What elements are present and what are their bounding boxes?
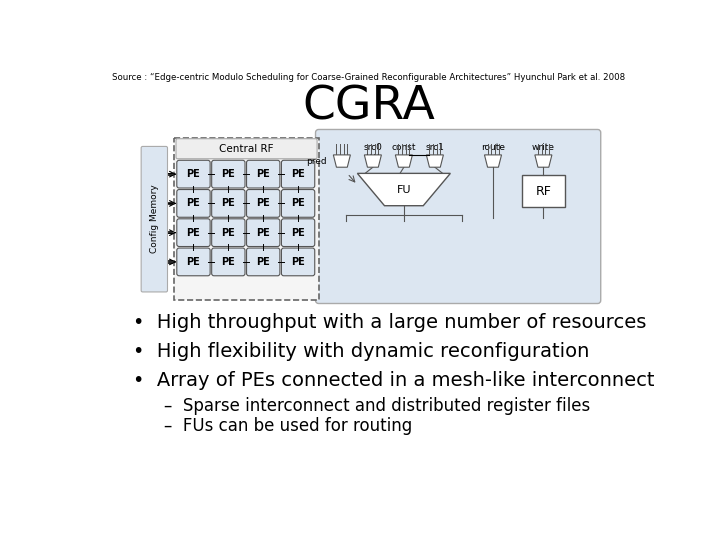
Text: RF: RF — [536, 185, 552, 198]
Text: PE: PE — [222, 198, 235, 208]
Text: FU: FU — [397, 185, 411, 194]
FancyBboxPatch shape — [174, 138, 320, 300]
Text: pred: pred — [306, 157, 326, 166]
Text: PE: PE — [222, 228, 235, 238]
Polygon shape — [357, 173, 451, 206]
FancyBboxPatch shape — [315, 130, 600, 303]
FancyBboxPatch shape — [246, 190, 280, 217]
Text: PE: PE — [186, 257, 200, 267]
FancyBboxPatch shape — [212, 190, 245, 217]
Text: Central RF: Central RF — [220, 144, 274, 154]
Polygon shape — [485, 155, 502, 167]
Text: PE: PE — [291, 169, 305, 179]
Text: Config Memory: Config Memory — [150, 185, 159, 253]
Polygon shape — [395, 155, 413, 167]
Text: PE: PE — [186, 228, 200, 238]
Text: •  High flexibility with dynamic reconfiguration: • High flexibility with dynamic reconfig… — [132, 342, 589, 361]
FancyBboxPatch shape — [177, 248, 210, 276]
FancyBboxPatch shape — [212, 219, 245, 247]
FancyBboxPatch shape — [176, 139, 317, 159]
Text: PE: PE — [186, 169, 200, 179]
Text: PE: PE — [291, 198, 305, 208]
FancyBboxPatch shape — [212, 160, 245, 188]
Text: PE: PE — [256, 257, 270, 267]
Text: PE: PE — [291, 228, 305, 238]
Text: PE: PE — [291, 257, 305, 267]
Text: Source : “Edge-centric Modulo Scheduling for Coarse-Grained Reconfigurable Archi: Source : “Edge-centric Modulo Scheduling… — [112, 72, 626, 82]
Text: route: route — [481, 143, 505, 152]
Text: PE: PE — [222, 169, 235, 179]
FancyBboxPatch shape — [141, 146, 168, 292]
FancyBboxPatch shape — [522, 175, 565, 207]
Text: src1: src1 — [426, 143, 444, 152]
Polygon shape — [535, 155, 552, 167]
FancyBboxPatch shape — [246, 248, 280, 276]
FancyBboxPatch shape — [212, 248, 245, 276]
FancyBboxPatch shape — [282, 190, 315, 217]
Text: CGRA: CGRA — [302, 85, 436, 130]
Text: write: write — [532, 143, 555, 152]
FancyBboxPatch shape — [282, 248, 315, 276]
Polygon shape — [333, 155, 351, 167]
Text: PE: PE — [256, 228, 270, 238]
FancyBboxPatch shape — [177, 219, 210, 247]
Polygon shape — [364, 155, 382, 167]
Text: •  High throughput with a large number of resources: • High throughput with a large number of… — [132, 313, 646, 332]
FancyBboxPatch shape — [177, 160, 210, 188]
Polygon shape — [426, 155, 444, 167]
FancyBboxPatch shape — [246, 219, 280, 247]
Text: –  FUs can be used for routing: – FUs can be used for routing — [163, 417, 412, 435]
Text: PE: PE — [222, 257, 235, 267]
Text: const: const — [392, 143, 416, 152]
Text: src0: src0 — [364, 143, 382, 152]
Text: PE: PE — [256, 169, 270, 179]
Text: •  Array of PEs connected in a mesh-like interconnect: • Array of PEs connected in a mesh-like … — [132, 372, 654, 390]
Text: PE: PE — [256, 198, 270, 208]
FancyBboxPatch shape — [177, 190, 210, 217]
Text: PE: PE — [186, 198, 200, 208]
FancyBboxPatch shape — [246, 160, 280, 188]
FancyBboxPatch shape — [282, 160, 315, 188]
FancyBboxPatch shape — [282, 219, 315, 247]
Text: –  Sparse interconnect and distributed register files: – Sparse interconnect and distributed re… — [163, 397, 590, 415]
